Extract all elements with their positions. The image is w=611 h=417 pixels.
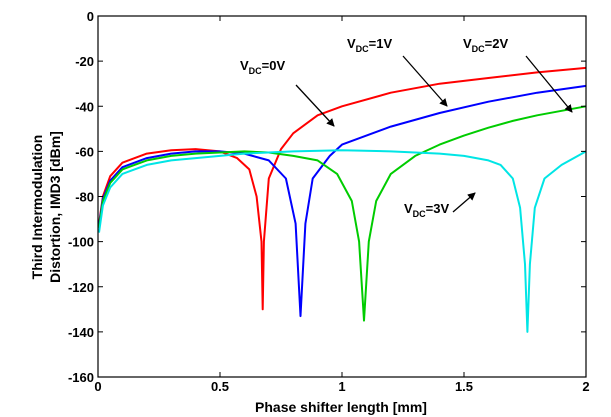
x-tick-label: 1 [338,379,345,394]
vdc1-label-sub: DC [356,44,369,54]
series-line-3 [98,149,587,333]
y-tick-label: -80 [75,190,94,205]
y-tick-label: -60 [75,144,94,159]
series-line-1 [98,84,587,318]
x-tick-label: 1.5 [455,379,473,394]
x-tick-label: 0.5 [211,379,229,394]
x-tick-label: 0 [94,379,101,394]
y-axis-title: Third Intermodulation Distortion, IMD3 [… [29,131,63,283]
y-tick-label: -160 [68,370,94,385]
y-tick-label: -100 [68,235,94,250]
y-tick-label: -20 [75,54,94,69]
series-line-2 [98,105,587,322]
vdc1-label: VDC=1V [347,36,392,54]
y-axis-title-line-2: Distortion, IMD3 [dBm] [47,131,63,283]
vdc1-arrow [402,55,448,107]
vdc2-label-rest: =2V [485,36,509,51]
vdc0-label-sub: DC [249,66,262,76]
vdc2-label: VDC=2V [463,36,508,54]
vdc2-arrow [525,55,573,113]
vdc1-label-rest: =1V [369,36,393,51]
x-axis-title: Phase shifter length [mm] [255,399,427,415]
vdc2-label-sub: DC [472,44,485,54]
vdc1-label-main: V [347,36,356,51]
vdc3-label-sub: DC [413,209,426,219]
vdc3-label-main: V [404,201,413,216]
vdc3-arrow [452,192,476,213]
y-tick-label: -40 [75,99,94,114]
y-tick-label: -120 [68,280,94,295]
plot-frame [97,15,587,378]
vdc0-label-rest: =0V [262,58,286,73]
vdc3-label-rest: =3V [426,201,450,216]
vdc3-label: VDC=3V [404,201,449,219]
annotation-layer [295,55,573,213]
series-layer [98,66,587,333]
y-tick-label: 0 [87,9,94,24]
vdc0-label: VDC=0V [240,58,285,76]
vdc0-label-main: V [240,58,249,73]
y-axis-title-line-1: Third Intermodulation [29,135,45,280]
vdc0-arrow [295,84,335,127]
y-tick-label: -140 [68,325,94,340]
x-tick-label: 2 [582,379,589,394]
series-line-0 [98,66,587,311]
vdc2-label-main: V [463,36,472,51]
tick-layer: 0 0.5 1 1.5 2 0 -20 -40 -60 -80 -100 -120 -140 -160 [68,9,590,394]
